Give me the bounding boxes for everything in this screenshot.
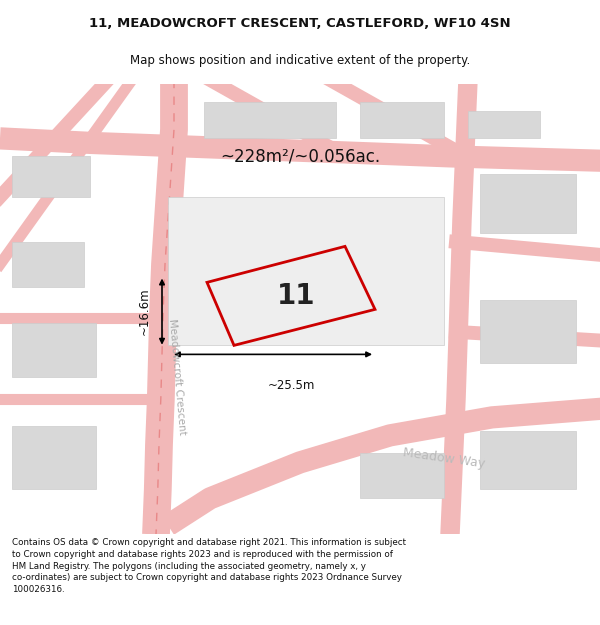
- Bar: [480, 301, 576, 363]
- Bar: [12, 323, 96, 377]
- Bar: [204, 102, 336, 138]
- Text: ~228m²/~0.056ac.: ~228m²/~0.056ac.: [220, 148, 380, 166]
- Text: ~16.6m: ~16.6m: [138, 288, 151, 336]
- Text: Map shows position and indicative extent of the property.: Map shows position and indicative extent…: [130, 54, 470, 68]
- Text: 11, MEADOWCROFT CRESCENT, CASTLEFORD, WF10 4SN: 11, MEADOWCROFT CRESCENT, CASTLEFORD, WF…: [89, 17, 511, 30]
- Text: 11: 11: [277, 282, 316, 310]
- Bar: [12, 242, 84, 287]
- Bar: [12, 426, 96, 489]
- Bar: [480, 174, 576, 233]
- Polygon shape: [207, 246, 375, 346]
- Bar: [168, 197, 444, 346]
- Bar: [12, 156, 90, 197]
- Bar: [480, 431, 576, 489]
- Text: ~25.5m: ~25.5m: [268, 379, 314, 392]
- Bar: [468, 111, 540, 138]
- Bar: [360, 453, 444, 498]
- Bar: [360, 102, 444, 138]
- Text: Meadow Way: Meadow Way: [402, 446, 486, 470]
- Text: Contains OS data © Crown copyright and database right 2021. This information is : Contains OS data © Crown copyright and d…: [12, 538, 406, 594]
- Text: Meadowcroft Crescent: Meadowcroft Crescent: [167, 318, 187, 436]
